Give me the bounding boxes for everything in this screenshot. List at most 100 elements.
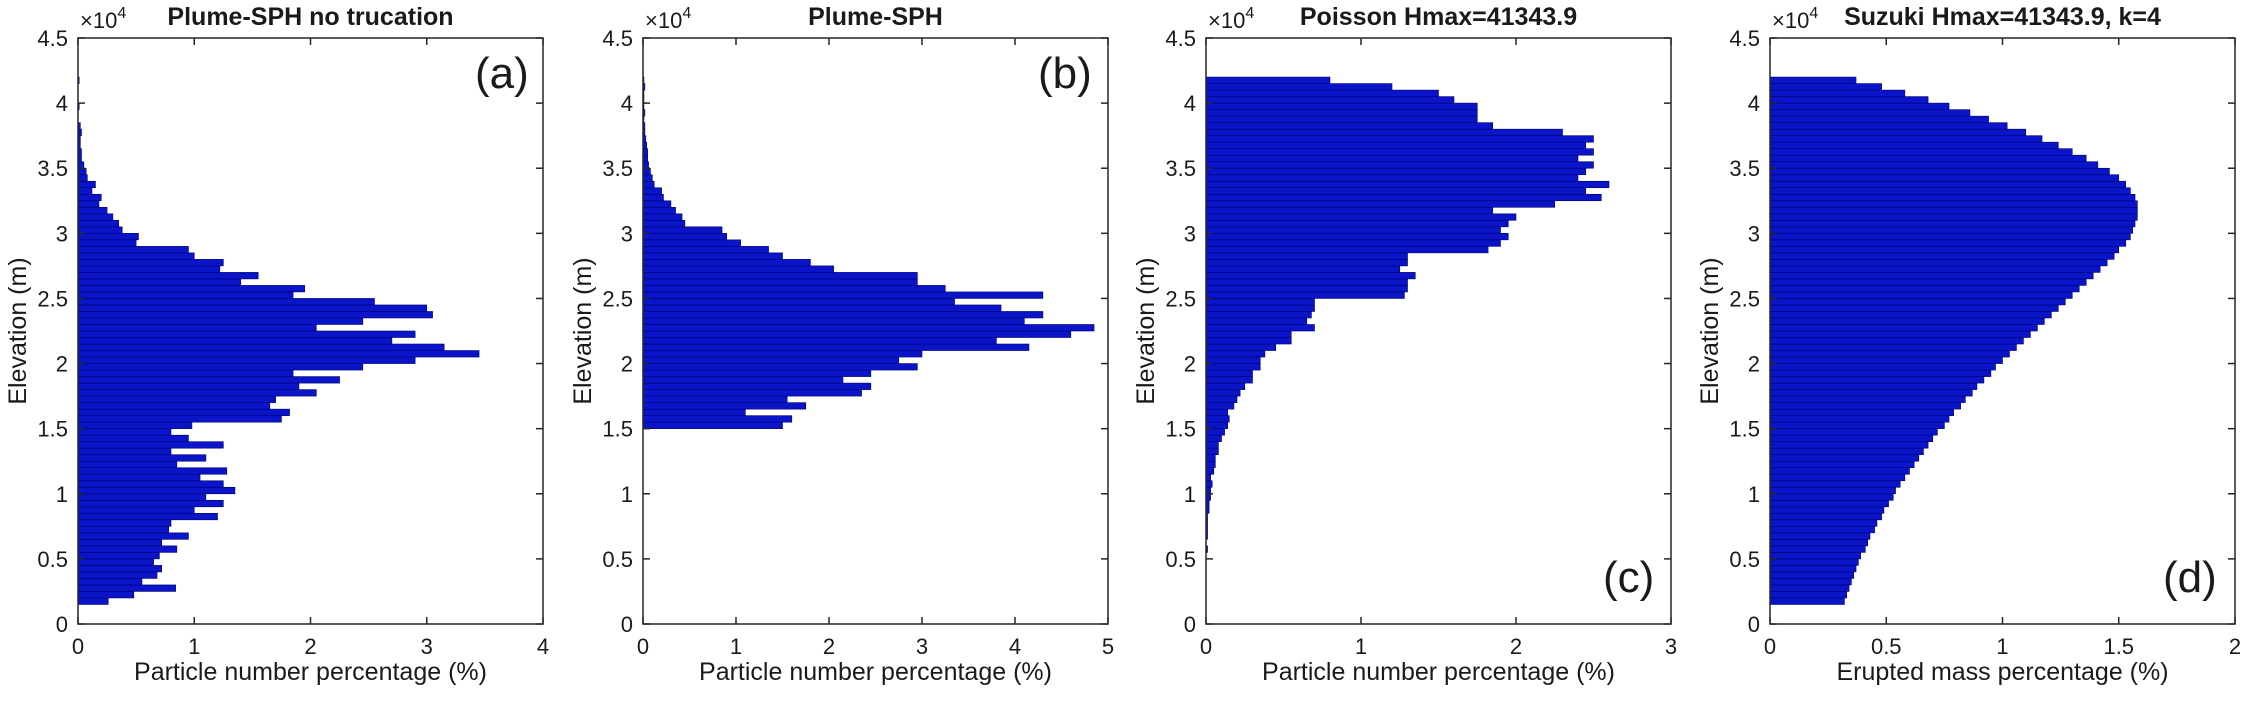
bar <box>77 265 221 273</box>
panel-letter: (b) <box>1038 49 1092 98</box>
x-tick-label: 0 <box>1764 634 1776 659</box>
y-tick-label: 1.5 <box>602 417 633 442</box>
bar <box>77 539 162 547</box>
panel-letter: (c) <box>1603 553 1654 602</box>
bar <box>77 337 393 345</box>
bar <box>1205 252 1408 260</box>
x-tick-label: 1 <box>1996 634 2008 659</box>
bar <box>1769 89 1906 97</box>
bar <box>77 467 228 475</box>
x-tick-label: 2 <box>2229 634 2241 659</box>
bar <box>1205 415 1230 423</box>
bar <box>1205 115 1478 123</box>
y-tick-label: 2 <box>1748 352 1760 377</box>
panel-c: 0 1 2 3 0 0.5 1 1.5 2 2.5 3 3.5 4 4.5 ×104 Poisson Hmax… <box>1132 3 1677 686</box>
bar <box>77 513 218 521</box>
bar <box>77 434 189 442</box>
panel-title: Poisson Hmax=41343.9 <box>1300 3 1577 31</box>
bar <box>1205 161 1594 169</box>
y-multiplier: ×104 <box>645 5 691 33</box>
x-axis-label: Particle number percentage (%) <box>134 658 487 686</box>
bar <box>1769 233 2131 241</box>
bar <box>77 220 119 228</box>
bar <box>77 200 100 208</box>
x-tick-label: 0 <box>637 634 649 659</box>
bar <box>77 584 176 592</box>
bar <box>1769 428 1938 436</box>
bar <box>77 499 224 508</box>
panel-title: Suzuki Hmax=41343.9, k=4 <box>1844 3 2161 31</box>
y-tick-label: 3 <box>621 221 633 246</box>
bar <box>77 571 158 579</box>
panel-title: Plume-SPH no trucation <box>167 3 453 31</box>
bar <box>1205 395 1238 403</box>
bar <box>1205 434 1222 442</box>
bar <box>77 526 169 534</box>
y-tick-label: 3 <box>1184 221 1196 246</box>
bar <box>1769 486 1896 495</box>
bar <box>642 317 1025 325</box>
bar <box>1769 135 2043 143</box>
y-tick-label: 4 <box>56 91 68 116</box>
bar <box>1769 324 2038 332</box>
bar <box>1205 363 1261 371</box>
bar <box>1769 272 2094 280</box>
bar <box>1769 174 2120 182</box>
bar <box>642 285 946 293</box>
bar <box>1769 239 2127 247</box>
y-tick-label: 0.5 <box>37 547 68 572</box>
y-tick-label: 2.5 <box>1729 286 1760 311</box>
y-tick-label: 4.5 <box>1165 26 1196 51</box>
bar <box>1205 311 1312 319</box>
bar <box>1769 109 1971 117</box>
bar <box>642 402 807 410</box>
y-tick-label: 3.5 <box>1729 156 1760 181</box>
bar <box>1205 200 1556 208</box>
y-tick-label: 4 <box>1184 91 1196 116</box>
bar <box>1769 278 2087 286</box>
bar <box>642 324 1095 332</box>
bar <box>77 298 375 306</box>
bar <box>1205 317 1308 325</box>
bar <box>1769 519 1878 527</box>
bar <box>77 597 109 605</box>
bar <box>1769 558 1859 566</box>
bar <box>1769 382 1978 390</box>
x-axis-label: Particle number percentage (%) <box>699 658 1052 686</box>
bar <box>77 174 88 182</box>
bar <box>1769 122 2008 130</box>
y-tick-label: 2.5 <box>37 286 68 311</box>
bar <box>642 298 955 306</box>
bar <box>642 265 834 273</box>
bar <box>1769 395 1966 403</box>
bar <box>1769 526 1875 534</box>
bar <box>77 213 114 221</box>
bar <box>1205 428 1225 436</box>
bar <box>1205 285 1408 293</box>
y-tick-label: 4.5 <box>1729 26 1760 51</box>
bar <box>642 239 741 247</box>
bar <box>642 220 686 228</box>
y-tick-label: 2.5 <box>602 286 633 311</box>
bar <box>642 193 664 202</box>
y-tick-label: 2 <box>1184 352 1196 377</box>
y-tick-label: 0 <box>1748 612 1760 637</box>
bar <box>1769 363 1996 371</box>
bar <box>1769 356 2003 364</box>
bar <box>1205 148 1594 156</box>
bar <box>1769 259 2108 267</box>
bar <box>77 447 172 456</box>
y-tick-label: 4.5 <box>602 26 633 51</box>
bar <box>642 389 862 397</box>
bar <box>1769 337 2024 345</box>
bar <box>1769 369 1992 377</box>
bar <box>77 180 96 189</box>
bar <box>77 187 93 195</box>
bar <box>1205 337 1292 345</box>
bar <box>1769 597 1845 605</box>
bar <box>77 395 276 403</box>
bar <box>1769 591 1848 599</box>
bar <box>77 480 224 488</box>
bar <box>642 311 1044 319</box>
